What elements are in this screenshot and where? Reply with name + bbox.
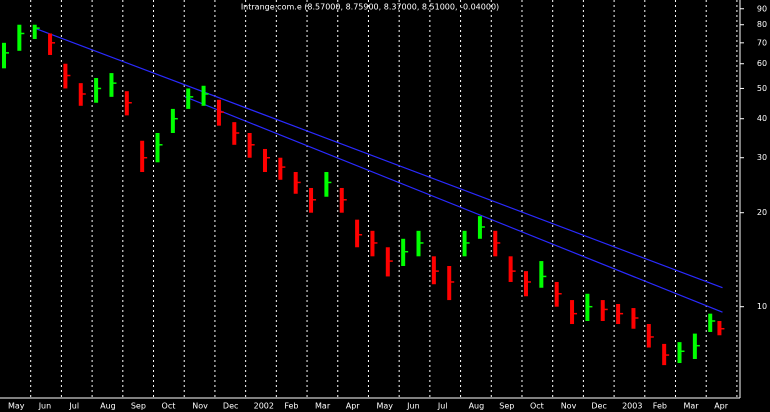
y-tick-label: 30 <box>757 153 767 162</box>
price-bar <box>201 85 206 106</box>
price-bar <box>109 73 114 97</box>
price-bar <box>186 88 191 109</box>
price-bar <box>646 324 651 348</box>
chart-title: Intrange.com.e (8.57000, 8.75900, 8.3700… <box>241 3 499 12</box>
price-bar <box>677 342 682 364</box>
x-tick-label: Jul <box>437 402 448 411</box>
y-tick-label: 10 <box>757 302 767 311</box>
price-bar <box>385 247 390 277</box>
x-tick-label: 2002 <box>254 402 274 411</box>
price-bar <box>155 133 160 163</box>
x-tick-label: Mar <box>684 402 700 411</box>
x-tick-label: Sep <box>499 402 514 411</box>
y-tick-label: 90 <box>757 4 767 13</box>
price-bar <box>600 300 605 321</box>
price-bar <box>447 266 452 301</box>
x-tick-label: Aug <box>469 402 485 411</box>
y-tick-label: 70 <box>757 38 767 47</box>
price-bar <box>539 261 544 288</box>
x-tick-label: May <box>376 402 393 411</box>
x-tick-label: Sep <box>131 402 146 411</box>
price-bar <box>508 256 513 282</box>
x-tick-label: May <box>8 402 25 411</box>
price-bar <box>278 157 283 180</box>
price-bar <box>355 219 360 248</box>
x-tick-label: Feb <box>653 402 667 411</box>
y-tick-label: 20 <box>757 208 767 217</box>
x-tick-label: Feb <box>284 402 298 411</box>
x-tick-label: Oct <box>530 402 544 411</box>
x-tick-label: Dec <box>591 402 606 411</box>
price-bar <box>570 300 575 325</box>
x-tick-label: Jun <box>38 402 52 411</box>
y-tick-label: 40 <box>757 114 767 123</box>
x-tick-label: Apr <box>714 402 729 411</box>
trend-line <box>34 27 723 289</box>
y-tick-label: 80 <box>757 20 767 29</box>
trend-line <box>184 96 723 313</box>
price-bar <box>708 313 713 332</box>
x-tick-label: Oct <box>162 402 176 411</box>
x-tick-label: Mar <box>315 402 331 411</box>
price-bar <box>140 140 145 173</box>
price-bar <box>523 271 528 297</box>
price-bar <box>32 24 37 40</box>
x-tick-label: Nov <box>192 402 208 411</box>
price-bar <box>324 172 329 197</box>
price-bar <box>48 33 53 55</box>
price-bar <box>1 42 6 69</box>
price-bar <box>170 108 175 134</box>
x-tick-label: Jul <box>68 402 79 411</box>
x-tick-label: Jun <box>406 402 420 411</box>
price-bar <box>262 148 267 173</box>
price-bar <box>94 78 99 103</box>
x-tick-label: Aug <box>100 402 116 411</box>
x-tick-label: Nov <box>561 402 577 411</box>
x-tick-label: Dec <box>223 402 238 411</box>
x-tick-label: 2003 <box>622 402 642 411</box>
y-tick-label: 50 <box>757 84 767 93</box>
x-tick-label: Apr <box>346 402 361 411</box>
y-tick-label: 60 <box>757 59 767 68</box>
price-bar <box>431 256 436 285</box>
price-bar <box>17 24 22 51</box>
